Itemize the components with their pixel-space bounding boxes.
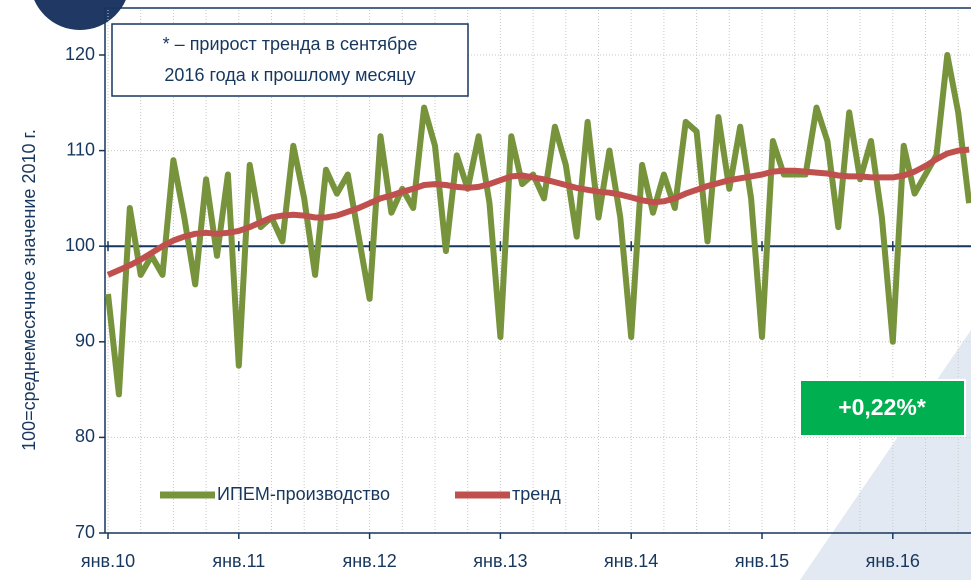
series-line — [106, 146, 970, 278]
legend-label: тренд — [512, 484, 561, 504]
background-decoration — [800, 330, 971, 580]
x-tick-label: янв.16 — [866, 551, 920, 571]
annotation-line: * – прирост тренда в сентябре — [163, 34, 418, 54]
y-axis-label: 100=среднемесячное значение 2010 г. — [19, 129, 39, 451]
series-line — [105, 52, 971, 398]
y-tick-label: 70 — [75, 522, 95, 542]
annotation-box — [111, 23, 469, 97]
x-tick-label: янв.10 — [81, 551, 135, 571]
plot — [105, 52, 971, 398]
y-tick-label: 120 — [65, 44, 95, 64]
y-tick-label: 90 — [75, 331, 95, 351]
x-tick-label: янв.15 — [735, 551, 789, 571]
y-tick-label: 100 — [65, 235, 95, 255]
annotation-line: 2016 года к прошлому месяцу — [164, 65, 415, 85]
corner-decoration — [34, 0, 126, 30]
x-tick-label: янв.13 — [473, 551, 527, 571]
highlight-text: +0,22%* — [838, 394, 926, 420]
grid — [99, 7, 971, 539]
x-tick-label: янв.14 — [604, 551, 658, 571]
legend-label: ИПЕМ-производство — [217, 484, 390, 504]
y-tick-label: 80 — [75, 426, 95, 446]
x-tick-label: янв.12 — [342, 551, 396, 571]
y-tick-label: 110 — [66, 139, 95, 159]
highlight-box — [799, 379, 966, 437]
x-tick-label: янв.11 — [212, 551, 265, 571]
